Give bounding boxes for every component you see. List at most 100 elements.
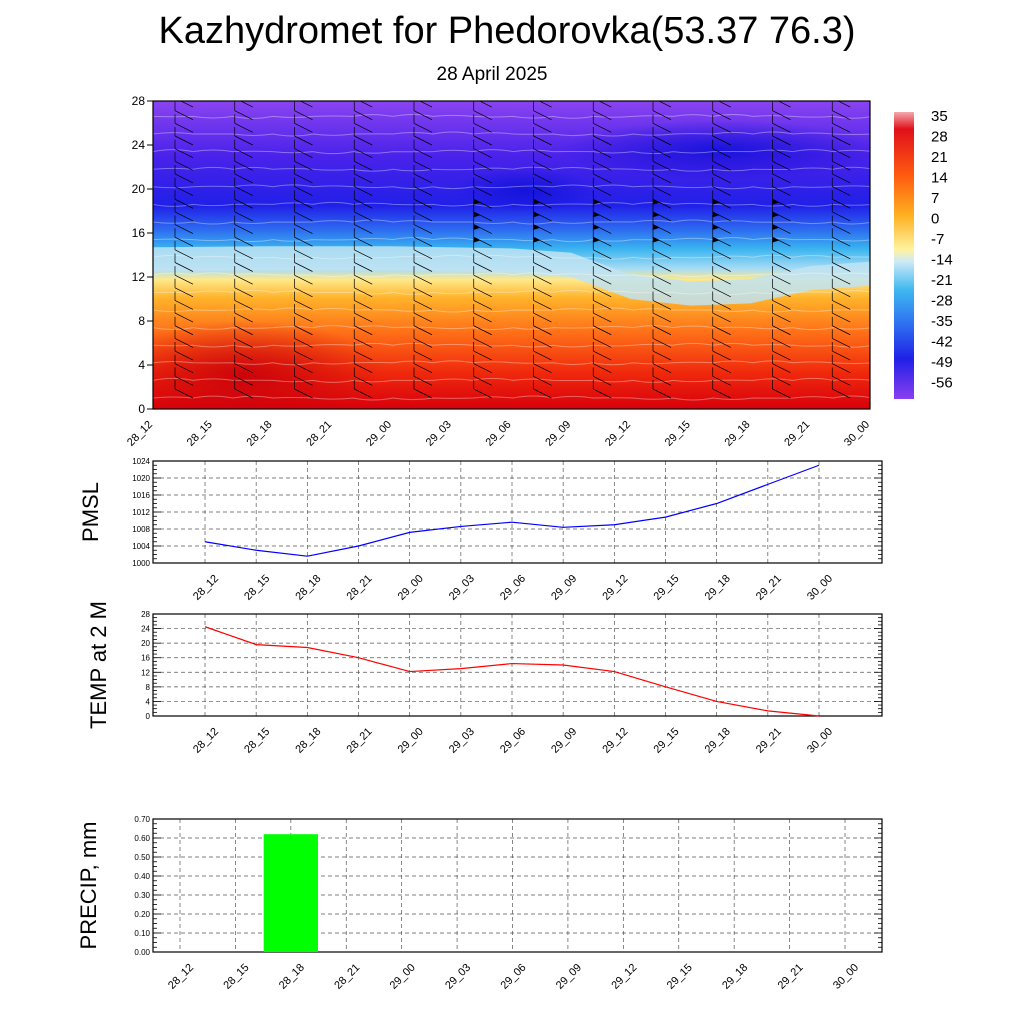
wind-barb [413, 342, 433, 361]
wind-barb [234, 228, 253, 247]
wind-barb [831, 316, 851, 336]
y-tick-label: 1008 [132, 525, 150, 534]
wind-barb [473, 215, 492, 234]
isotherm-line [153, 254, 870, 260]
wind-barb [831, 202, 851, 222]
y-tick-label: 0 [138, 402, 145, 416]
wind-barb [353, 354, 373, 374]
x-tick-label: 29_03 [447, 726, 477, 756]
y-tick-label: 16 [132, 226, 146, 240]
y-tick-label: 8 [146, 683, 151, 692]
y-tick-label: 0 [146, 712, 151, 721]
x-tick-label: 28_21 [345, 726, 375, 756]
colorbar-label: -35 [931, 313, 953, 330]
wind-barb [413, 291, 433, 310]
wind-barb [473, 127, 492, 146]
wind-barb [234, 190, 253, 209]
wind-barb [712, 152, 731, 171]
x-tick-label: 30_00 [805, 573, 835, 603]
wind-barb [772, 278, 791, 298]
wind-barb [831, 253, 851, 272]
wind-barb [413, 139, 433, 158]
wind-barb [831, 304, 851, 323]
x-tick-label: 29_00 [364, 419, 394, 449]
wind-barb [353, 114, 373, 133]
wind-barb [473, 253, 492, 272]
wind-barb [413, 190, 433, 209]
x-tick-label: 28_18 [277, 962, 307, 992]
colorbar-label: 14 [931, 170, 948, 187]
wind-barb [652, 316, 672, 336]
colorbar-label: -21 [931, 272, 953, 289]
wind-barb [652, 127, 672, 146]
wind-barb [712, 291, 731, 310]
wind-barb [353, 278, 373, 298]
x-tick-label: 30_00 [831, 962, 861, 992]
wind-barb [592, 304, 612, 323]
panel-frame [152, 460, 883, 564]
wind-barb [174, 253, 194, 272]
precip-bar [263, 834, 318, 952]
wind-barb [294, 152, 313, 171]
wind-barb [831, 228, 851, 247]
colorbar-label: 28 [931, 129, 948, 146]
wind-barb [234, 354, 253, 374]
wind-barb [533, 164, 552, 184]
wind-barb [712, 354, 731, 374]
wind-barb [772, 152, 791, 171]
wind-barb [652, 101, 672, 121]
wind-barb [413, 202, 433, 222]
y-tick-label: 12 [141, 668, 150, 677]
wind-barb [533, 139, 552, 158]
wind-barb [538, 101, 552, 108]
wind-barb [419, 101, 433, 108]
wind-barb [353, 240, 373, 260]
wind-barb [712, 164, 731, 184]
x-tick-label: 28_12 [125, 419, 155, 449]
y-tick-label: 1000 [132, 559, 150, 568]
wind-barb [772, 139, 791, 158]
y-tick-label: 28 [132, 94, 146, 108]
x-tick-label: 28_15 [242, 573, 272, 603]
wind-barb [174, 329, 194, 348]
wind-barb [473, 354, 492, 374]
wind-barb [413, 215, 433, 234]
wind-barb [712, 114, 731, 133]
temperature-cross-section [153, 101, 870, 409]
wind-barb [413, 304, 433, 323]
wind-barb [294, 316, 313, 336]
wind-barb [234, 266, 253, 285]
wind-barb [180, 101, 194, 108]
wind-barb [294, 202, 313, 222]
x-tick-label: 29_06 [484, 419, 514, 449]
wind-barb [473, 266, 492, 285]
wind-barb [413, 114, 433, 133]
wind-barb [413, 240, 433, 260]
colorbar-label: 21 [931, 149, 948, 166]
wind-barb [772, 380, 791, 399]
wind-barb [831, 127, 851, 146]
wind-barb [294, 164, 313, 184]
wind-barb [413, 354, 433, 374]
wind-barb [413, 316, 433, 336]
wind-barb [772, 367, 791, 386]
wind-barb [294, 367, 313, 386]
wind-barb [533, 342, 552, 361]
wind-barb [294, 291, 313, 310]
wind-barb [174, 164, 194, 184]
wind-barb [174, 304, 194, 323]
wind-barb [234, 291, 253, 310]
wind-barb [652, 367, 672, 386]
wind-barb [353, 228, 373, 247]
x-tick-label: 28_12 [191, 573, 221, 603]
x-tick-label: 29_09 [543, 419, 573, 449]
wind-barb [353, 164, 373, 184]
wind-barb [353, 342, 373, 361]
wind-barb [533, 329, 552, 348]
y-tick-label: 1020 [132, 474, 150, 483]
wind-barb [652, 380, 672, 399]
x-tick-label: 28_15 [221, 962, 251, 992]
colorbar-label: -49 [931, 354, 953, 371]
wind-barb [592, 367, 612, 386]
